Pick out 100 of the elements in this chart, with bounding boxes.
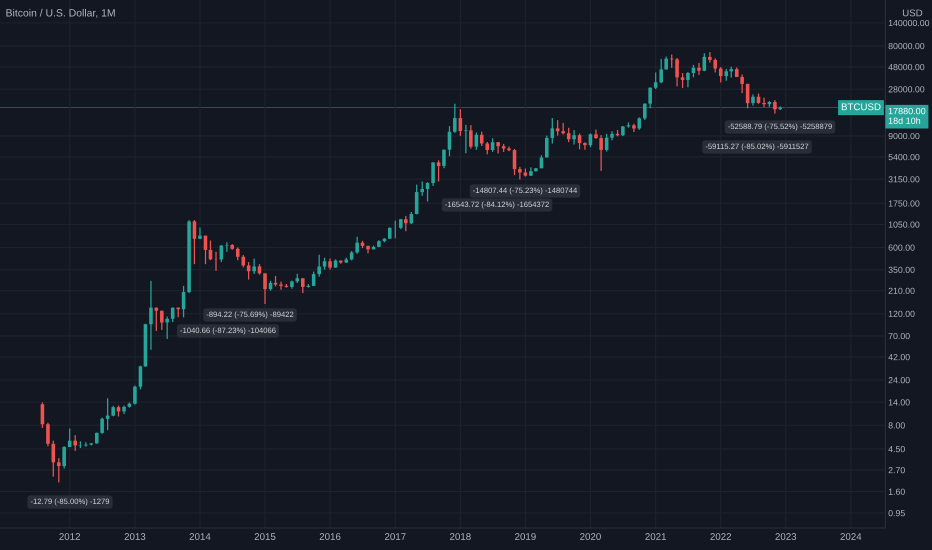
candlestick [40, 402, 44, 429]
candlestick [702, 52, 706, 72]
candlestick [268, 280, 272, 292]
candlestick [594, 128, 598, 140]
candlestick [252, 258, 256, 275]
y-tick-label: 48000.00 [888, 64, 924, 70]
candlestick [751, 94, 755, 106]
candlestick [154, 306, 158, 332]
candlestick [448, 126, 452, 157]
candlestick [322, 257, 326, 270]
y-tick-label: 42.00 [888, 354, 910, 360]
ref-line-label: BTCUSD [842, 103, 881, 110]
candlestick [420, 180, 424, 196]
candlestick [643, 102, 647, 121]
candlestick [550, 117, 554, 144]
text: 17880.00 [888, 108, 926, 114]
candlestick [182, 285, 186, 318]
x-tick-label: 2016 [320, 533, 340, 540]
y-axis-title: USD [902, 9, 922, 16]
candlestick [208, 240, 212, 261]
y-tick-label: 140000.00 [888, 20, 930, 26]
candlestick [458, 108, 462, 137]
candlestick [512, 148, 516, 176]
y-tick-label: 5400.00 [888, 154, 920, 160]
candlestick [116, 404, 120, 418]
candlestick [62, 446, 66, 470]
candlestick [410, 211, 414, 225]
candlestick [414, 184, 418, 215]
x-tick-label: 2023 [775, 533, 796, 540]
candlestick [740, 74, 744, 94]
x-tick-label: 2012 [59, 533, 80, 540]
candlestick [301, 277, 305, 294]
candlestick [474, 132, 478, 150]
candlestick [718, 66, 723, 84]
x-tick-label: 2015 [254, 533, 276, 540]
candlestick [246, 262, 250, 280]
candlestick [220, 244, 224, 263]
candlestick [659, 58, 663, 84]
candlestick [295, 273, 300, 284]
y-tick-label: 24.00 [888, 377, 910, 384]
candlestick [654, 72, 658, 90]
candlestick [431, 162, 435, 187]
y-tick-label: 3150.00 [888, 176, 920, 182]
candlestick [442, 148, 446, 169]
candlestick [236, 246, 240, 261]
y-tick-label: 600.00 [888, 244, 915, 251]
y-tick-label: 2.70 [888, 467, 905, 474]
candlestick [355, 236, 359, 254]
candlestick [697, 62, 701, 76]
candlestick [149, 280, 153, 350]
candlestick [274, 275, 278, 288]
y-tick-label: 80000.00 [888, 42, 924, 50]
candlestick [388, 226, 392, 240]
y-tick-label: 28000.00 [888, 86, 924, 92]
candlestick [708, 51, 712, 64]
candlestick [350, 250, 354, 262]
candlestick [621, 125, 625, 137]
candlestick [692, 64, 696, 78]
candlestick [192, 219, 196, 265]
candlestick [572, 129, 576, 146]
candlestick [241, 254, 246, 268]
candlestick [648, 86, 652, 109]
candlestick [94, 432, 99, 444]
candlestick [68, 428, 72, 448]
candlestick [312, 270, 316, 287]
candlestick [485, 141, 490, 155]
y-tick-label: 9000.00 [888, 132, 920, 140]
candlestick [138, 365, 142, 390]
y-tick-label: 4.50 [888, 446, 905, 452]
candlestick [469, 124, 473, 150]
candlestick [100, 416, 104, 434]
candlestick [713, 58, 717, 74]
candlestick [106, 398, 110, 431]
x-tick-label: 2019 [515, 533, 536, 540]
candlestick [773, 99, 777, 114]
candlestick [404, 215, 408, 232]
candlestick [566, 127, 570, 143]
y-tick-label: 210.00 [888, 288, 915, 294]
y-tick-label: 0.95 [888, 510, 905, 516]
candlestick [675, 57, 679, 87]
candlestick [165, 316, 169, 340]
candlestick [52, 440, 56, 478]
x-tick-label: 2017 [384, 533, 406, 540]
y-tick-label: 120.00 [888, 310, 915, 317]
y-tick-label: 1750.00 [888, 200, 920, 207]
candlestick [724, 68, 728, 82]
candlestick [225, 242, 229, 252]
candlestick [599, 134, 603, 172]
candlestick [263, 272, 267, 305]
candlestick [133, 384, 137, 406]
text: Bitcoin / U.S. Dollar, 1M [6, 8, 115, 18]
text: 18d 10h [888, 117, 920, 124]
candlestick [73, 434, 77, 452]
x-tick-label: 2013 [124, 533, 146, 540]
x-tick-label: 2022 [710, 533, 732, 540]
x-tick-label: 2024 [840, 533, 862, 540]
y-tick-label: 350.00 [888, 266, 915, 273]
candlestick [729, 66, 734, 78]
candlestick [588, 132, 592, 148]
candlestick [328, 258, 332, 270]
